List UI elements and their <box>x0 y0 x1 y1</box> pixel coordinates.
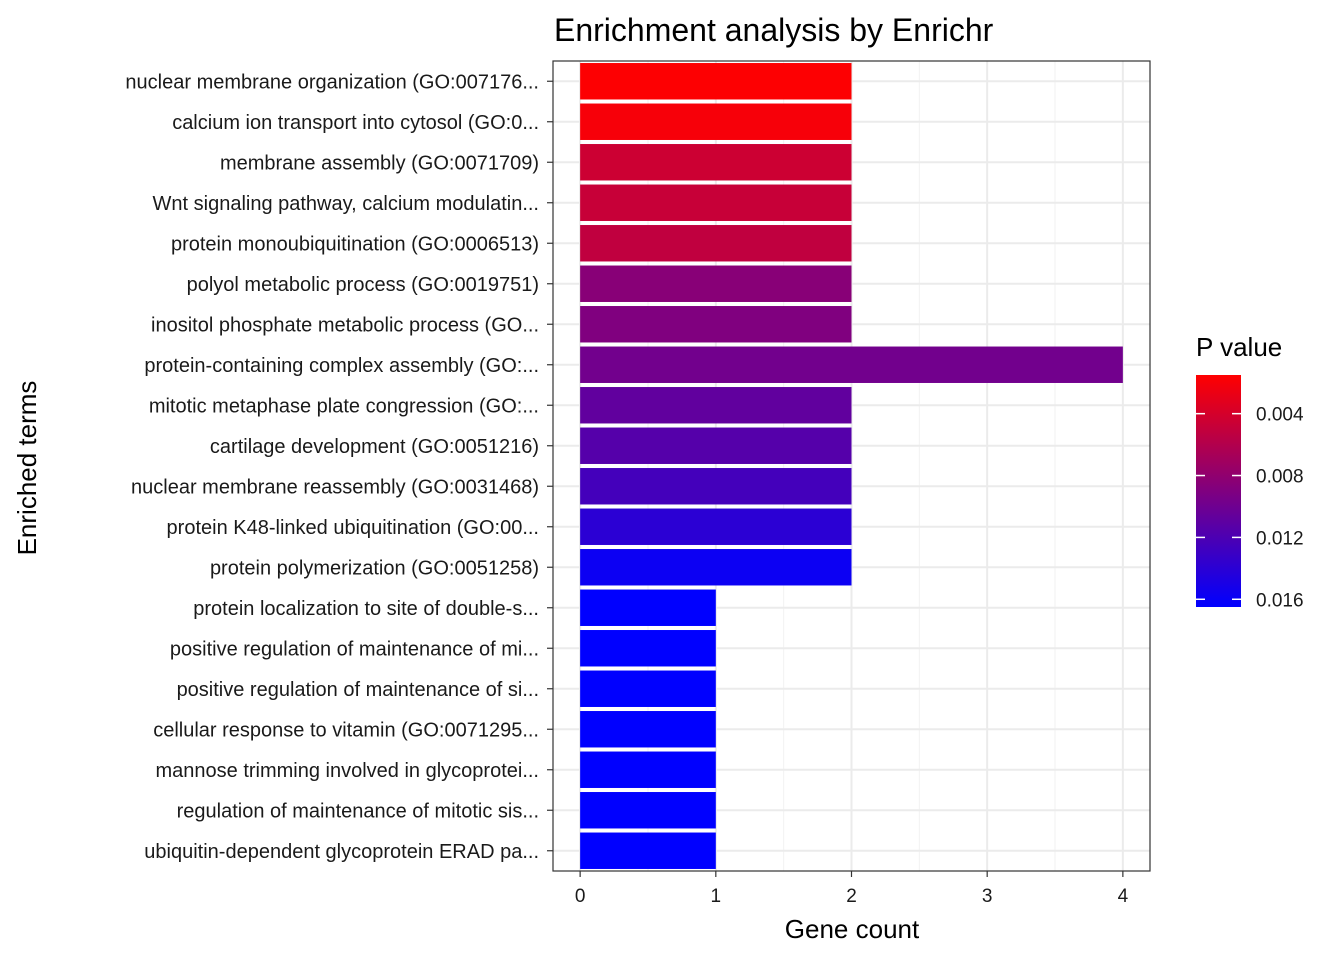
bar <box>580 306 852 343</box>
bar <box>580 225 852 262</box>
bar <box>580 832 716 869</box>
bar <box>580 346 1123 383</box>
y-tick-label: polyol metabolic process (GO:0019751) <box>187 274 539 296</box>
bar <box>580 792 716 829</box>
y-tick-label: protein K48-linked ubiquitination (GO:00… <box>167 517 539 539</box>
y-tick-label: regulation of maintenance of mitotic sis… <box>177 800 539 822</box>
legend-tick-label: 0.012 <box>1256 528 1304 549</box>
bar <box>580 630 716 667</box>
bar <box>580 265 852 302</box>
y-axis-ticks: nuclear membrane organization (GO:007176… <box>125 71 553 863</box>
bar <box>580 508 852 545</box>
legend-title: P value <box>1196 332 1282 362</box>
legend: P value 0.004 0.008 0.012 0.016 <box>1196 332 1304 611</box>
y-tick-label: protein-containing complex assembly (GO:… <box>144 355 539 377</box>
x-tick-label: 0 <box>575 886 586 907</box>
x-tick-label: 2 <box>846 886 857 907</box>
y-tick-label: nuclear membrane organization (GO:007176… <box>125 71 539 93</box>
y-tick-label: nuclear membrane reassembly (GO:0031468) <box>131 476 539 498</box>
y-tick-label: cellular response to vitamin (GO:0071295… <box>153 719 539 741</box>
y-tick-label: protein localization to site of double-s… <box>193 598 539 620</box>
bar <box>580 387 852 424</box>
bar-layer <box>580 63 1123 869</box>
bar <box>580 751 716 788</box>
y-tick-label: positive regulation of maintenance of mi… <box>170 638 539 660</box>
y-axis-title: Enriched terms <box>12 381 42 556</box>
bar <box>580 549 852 586</box>
x-tick-label: 4 <box>1118 886 1129 907</box>
y-tick-label: protein monoubiquitination (GO:0006513) <box>171 233 539 255</box>
bar <box>580 589 716 626</box>
y-tick-label: positive regulation of maintenance of si… <box>177 679 539 701</box>
x-tick-label: 1 <box>711 886 722 907</box>
y-tick-label: mitotic metaphase plate congression (GO:… <box>149 395 539 417</box>
bar <box>580 144 852 181</box>
bar <box>580 63 852 100</box>
bar <box>580 468 852 505</box>
legend-tick-label: 0.008 <box>1256 467 1304 488</box>
bar <box>580 184 852 221</box>
legend-tick-label: 0.004 <box>1256 405 1304 426</box>
legend-colorbar <box>1196 375 1241 607</box>
legend-ticks: 0.004 0.008 0.012 0.016 <box>1196 405 1304 611</box>
legend-tick-label: 0.016 <box>1256 590 1304 611</box>
bar <box>580 427 852 464</box>
y-tick-label: calcium ion transport into cytosol (GO:0… <box>172 112 539 134</box>
bar <box>580 711 716 748</box>
y-tick-label: inositol phosphate metabolic process (GO… <box>151 314 539 336</box>
y-tick-label: Wnt signaling pathway, calcium modulatin… <box>153 193 539 215</box>
x-axis-title: Gene count <box>785 914 920 944</box>
bar <box>580 103 852 140</box>
grid-layer <box>553 61 1150 871</box>
x-axis-ticks: 0 1 2 3 4 <box>575 871 1129 907</box>
bar <box>580 670 716 707</box>
y-tick-label: membrane assembly (GO:0071709) <box>220 152 539 174</box>
y-tick-label: cartilage development (GO:0051216) <box>210 436 539 458</box>
x-tick-label: 3 <box>982 886 993 907</box>
y-tick-label: ubiquitin-dependent glycoprotein ERAD pa… <box>144 841 539 863</box>
chart-title: Enrichment analysis by Enrichr <box>554 12 994 48</box>
y-tick-label: protein polymerization (GO:0051258) <box>210 557 539 579</box>
y-tick-label: mannose trimming involved in glycoprotei… <box>155 760 539 782</box>
